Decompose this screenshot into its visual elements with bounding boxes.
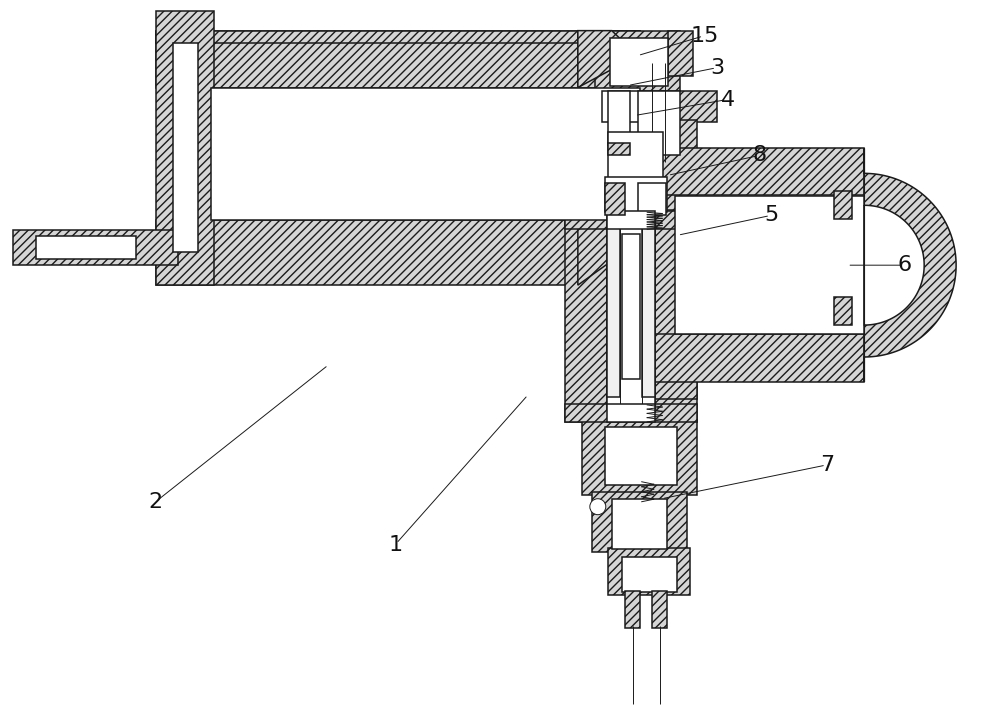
- Bar: [595, 31, 680, 92]
- Bar: [834, 297, 852, 325]
- Bar: [834, 191, 852, 219]
- Bar: [582, 420, 697, 495]
- Bar: [602, 90, 664, 123]
- Bar: [608, 143, 630, 156]
- Polygon shape: [864, 205, 924, 325]
- Bar: [211, 87, 640, 220]
- Bar: [610, 37, 668, 85]
- Bar: [675, 196, 864, 334]
- Bar: [668, 31, 693, 75]
- Bar: [607, 214, 655, 409]
- Bar: [605, 184, 625, 215]
- Bar: [578, 120, 610, 215]
- Text: 6: 6: [897, 255, 911, 275]
- Bar: [662, 120, 697, 215]
- Bar: [608, 548, 690, 594]
- Bar: [655, 210, 697, 422]
- Bar: [622, 556, 677, 592]
- Text: 3: 3: [711, 57, 725, 77]
- Bar: [36, 236, 136, 259]
- Bar: [607, 404, 655, 422]
- Text: 2: 2: [149, 492, 163, 512]
- Bar: [607, 212, 655, 229]
- Bar: [156, 220, 640, 285]
- Bar: [13, 230, 178, 265]
- Polygon shape: [578, 31, 638, 87]
- Text: 7: 7: [820, 455, 834, 475]
- Bar: [607, 225, 620, 397]
- Bar: [652, 591, 667, 629]
- Polygon shape: [578, 220, 638, 285]
- Bar: [173, 42, 198, 252]
- Polygon shape: [864, 148, 956, 382]
- Bar: [622, 234, 640, 379]
- Bar: [578, 31, 623, 42]
- Bar: [565, 404, 697, 422]
- Bar: [642, 225, 655, 397]
- Bar: [585, 90, 627, 123]
- Text: 4: 4: [720, 90, 735, 110]
- Bar: [565, 210, 607, 422]
- Bar: [578, 31, 623, 87]
- Bar: [655, 227, 697, 399]
- Bar: [638, 90, 680, 156]
- Text: 1: 1: [388, 535, 402, 555]
- Bar: [612, 499, 667, 549]
- Text: 8: 8: [752, 146, 767, 166]
- Text: 5: 5: [764, 205, 779, 225]
- Bar: [655, 148, 864, 195]
- Circle shape: [590, 499, 606, 515]
- Bar: [662, 90, 717, 123]
- Bar: [608, 133, 663, 202]
- Bar: [592, 492, 687, 551]
- Bar: [156, 31, 640, 87]
- Bar: [655, 334, 864, 382]
- Bar: [625, 591, 640, 629]
- Bar: [638, 184, 666, 215]
- Bar: [608, 90, 630, 146]
- Bar: [605, 177, 667, 212]
- Bar: [565, 212, 697, 229]
- Bar: [605, 427, 677, 485]
- Bar: [156, 31, 640, 42]
- Bar: [156, 11, 214, 285]
- Text: 15: 15: [690, 26, 719, 46]
